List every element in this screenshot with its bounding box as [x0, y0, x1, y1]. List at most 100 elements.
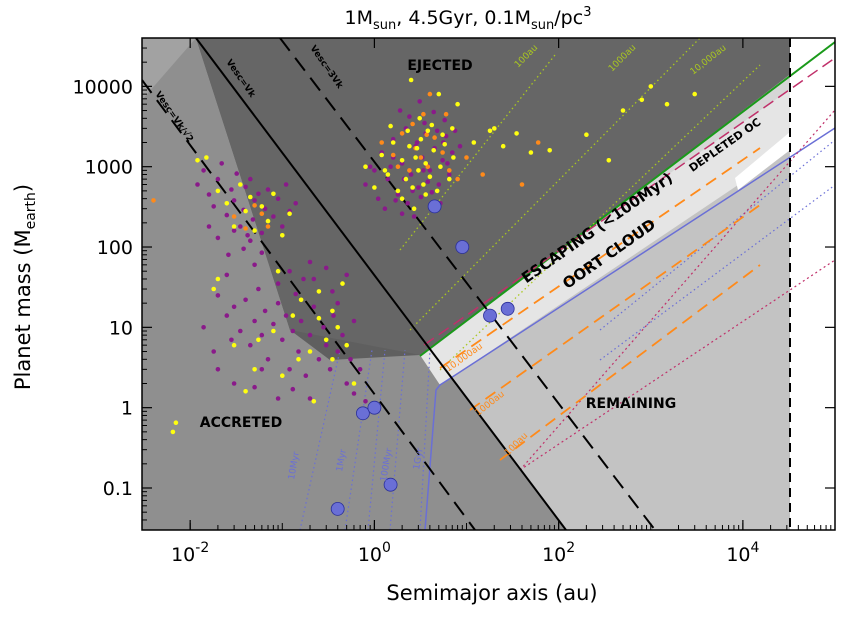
- yellow-points-point: [417, 116, 423, 121]
- purple-points-point: [229, 187, 234, 192]
- yellow-points-point: [416, 168, 421, 173]
- orange-points-point: [410, 121, 415, 127]
- yellow-points-point: [211, 286, 216, 292]
- purple-points-point: [252, 318, 257, 324]
- purple-points-point: [259, 250, 265, 255]
- y-axis-label: Planet mass (Mearth): [11, 184, 39, 390]
- orange-points-point: [151, 198, 156, 203]
- depleted-white: [735, 132, 790, 190]
- yellow-points-point: [243, 208, 248, 214]
- orange-points-point: [259, 211, 265, 216]
- purple-points-point: [357, 367, 363, 372]
- orange-10000au: [439, 147, 761, 369]
- yellow-points-point: [256, 337, 261, 343]
- line-100myr: [389, 349, 406, 530]
- yellow-points-point: [390, 140, 396, 145]
- yellow-points-point: [323, 337, 329, 343]
- purple-points-point: [395, 192, 401, 197]
- orange-points-point: [399, 131, 405, 136]
- yellow-points-point: [379, 152, 385, 158]
- blue-planets-point: [427, 199, 442, 214]
- crimson-dashed: [423, 57, 835, 346]
- purple-points-point: [443, 133, 449, 139]
- yellow-points-point: [664, 101, 670, 107]
- blue-dotted-lower: [599, 184, 835, 361]
- purple-points-point: [252, 384, 257, 390]
- yellow-points-point: [259, 204, 265, 209]
- orange-points-point: [535, 140, 541, 145]
- yellow-points-point: [290, 313, 296, 318]
- orange-points-point: [424, 132, 430, 137]
- yellow-points-point: [215, 276, 221, 282]
- purple-points-point: [256, 286, 261, 292]
- purple-points-point: [429, 190, 435, 195]
- purple-points-point: [351, 391, 357, 396]
- yellow-points-point: [410, 185, 415, 190]
- data-points: [151, 77, 697, 516]
- purple-points-point: [311, 276, 317, 282]
- purple-points-point: [450, 150, 455, 155]
- line-1myr-a: [344, 349, 373, 530]
- purple-points-point: [327, 367, 333, 372]
- orange-1000au: [469, 204, 761, 411]
- label-blue-10myr: 10Myr: [287, 451, 302, 481]
- yellow-points-point: [425, 128, 431, 134]
- plot-frame: [141, 37, 836, 531]
- purple-points-point: [275, 300, 281, 306]
- purple-points-point: [427, 168, 433, 173]
- yellow-points-point: [514, 131, 519, 136]
- purple-points-point: [363, 182, 368, 187]
- purple-points-point: [215, 235, 221, 241]
- yellow-points-point: [438, 164, 443, 169]
- purple-points-point: [307, 332, 313, 338]
- purple-points-point: [436, 182, 442, 187]
- orange-points-point: [421, 111, 426, 117]
- blue-planets-point: [483, 308, 497, 323]
- yellow-points-point: [528, 150, 534, 155]
- yellow-points-point: [692, 91, 697, 97]
- y-tick-label: 0.1: [103, 478, 133, 500]
- purple-points-point: [363, 399, 368, 404]
- purple-points-point: [416, 185, 421, 190]
- purple-points-point: [344, 272, 350, 278]
- blue-planets-point: [330, 501, 345, 516]
- purple-points-point: [307, 259, 313, 265]
- orange-points-point: [407, 168, 412, 173]
- purple-points-point: [206, 192, 212, 197]
- yellow-points-point: [606, 158, 612, 163]
- purple-points-point: [410, 188, 415, 194]
- orange-points-point: [390, 152, 396, 158]
- outer-white-region: [790, 38, 835, 530]
- yellow-points-point: [252, 367, 257, 372]
- purple-points-point: [421, 168, 426, 173]
- purple-points-point: [283, 182, 289, 187]
- yellow-points-point: [173, 420, 179, 426]
- yellow-points-point: [344, 342, 350, 348]
- purple-points-point: [431, 109, 437, 115]
- yellow-points-point: [248, 194, 253, 200]
- orange-points-point: [447, 168, 452, 173]
- yellow-points-point: [340, 281, 345, 286]
- yellow-points-point: [311, 399, 317, 404]
- purple-points-point: [248, 342, 253, 348]
- purple-points-point: [215, 367, 221, 372]
- yellow-points-point: [427, 174, 433, 179]
- orange-points-point: [480, 172, 486, 177]
- yellow-points-point: [423, 192, 429, 197]
- x-tick-label: 102: [542, 540, 575, 566]
- purple-points-point: [243, 297, 248, 303]
- label-blue-1myr: 1Myr: [335, 448, 349, 472]
- yellow-points-point: [307, 349, 313, 354]
- line-10myr: [299, 349, 341, 530]
- yellow-points-point: [280, 373, 285, 379]
- blue-planets-point: [500, 301, 515, 316]
- vesc-vk-line: [195, 38, 567, 530]
- purple-points-point: [442, 117, 448, 123]
- ejected-region-overlay: [196, 38, 835, 355]
- x-axis-label: Semimajor axis (au): [386, 581, 597, 605]
- purple-points-point: [351, 318, 357, 324]
- yellow-points-point: [335, 325, 341, 330]
- purple-points-point: [367, 164, 373, 169]
- purple-points-point: [231, 228, 237, 233]
